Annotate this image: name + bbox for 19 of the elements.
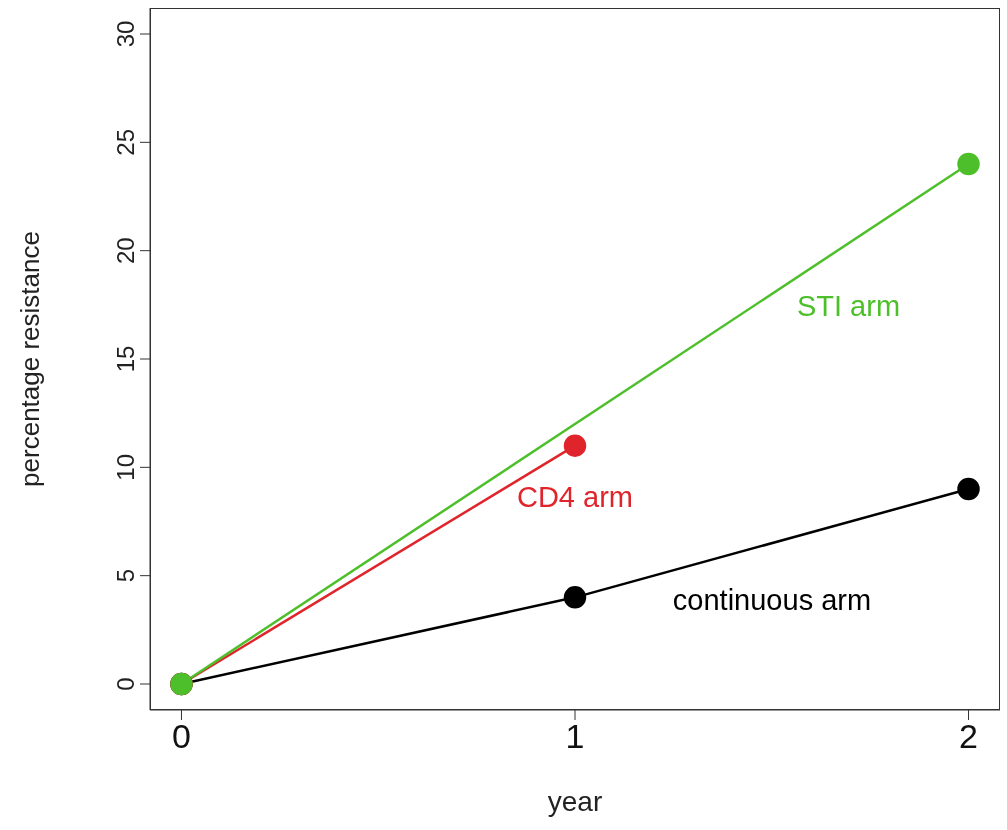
x-tick-label: 1 (565, 717, 585, 756)
series-label: continuous arm (672, 583, 872, 616)
series-label: STI arm (796, 289, 901, 322)
point (957, 477, 980, 501)
x-tick-label: 2 (959, 717, 978, 756)
y-axis-title: percentage resistance (15, 231, 46, 487)
x-tick-label: 0 (172, 717, 191, 756)
y-tick-label: 15 (112, 345, 139, 373)
series-label: CD4 arm (516, 481, 634, 514)
y-tick-label: 25 (112, 128, 139, 156)
y-tick-label: 30 (112, 20, 139, 48)
point (563, 434, 587, 457)
y-tick-label: 20 (112, 237, 139, 265)
y-tick-label: 0 (112, 677, 139, 691)
point (563, 586, 587, 609)
x-axis-title: year (547, 786, 603, 817)
point (957, 152, 980, 176)
y-tick-label: 10 (112, 453, 139, 481)
y-tick-label: 5 (112, 568, 139, 583)
